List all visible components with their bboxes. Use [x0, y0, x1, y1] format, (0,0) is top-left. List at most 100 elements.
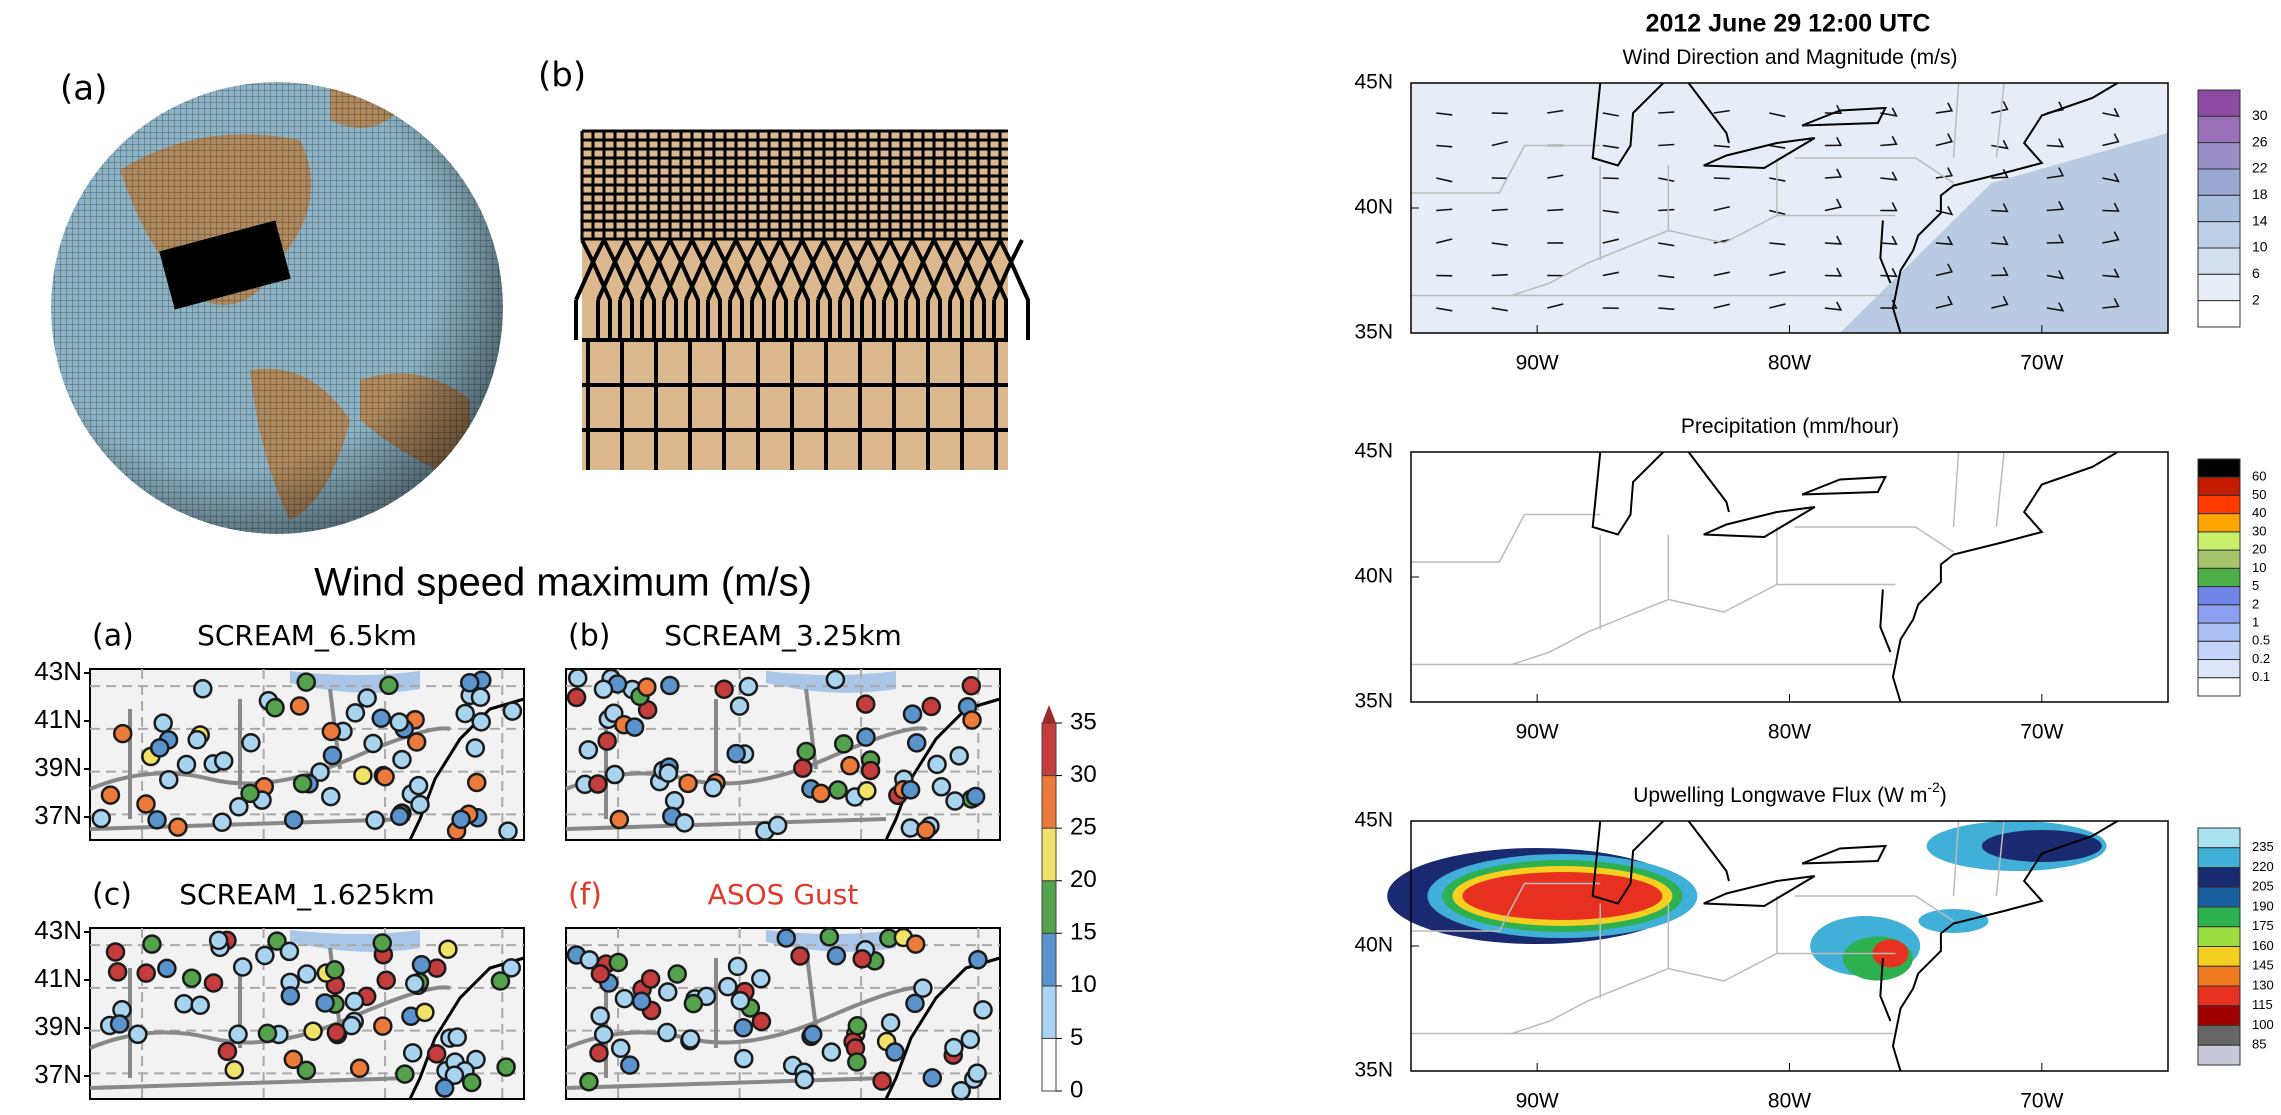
station	[969, 1065, 986, 1082]
colorbar-label: 20	[1070, 866, 1097, 893]
colorbar-box	[2198, 550, 2240, 568]
lon-tick-label: 90W	[1516, 721, 1559, 744]
colorbar-label: 2	[2252, 291, 2260, 307]
station	[149, 811, 166, 828]
lat-tick-label: 40N	[1354, 196, 1393, 219]
colorbar-box	[2198, 927, 2240, 947]
station	[380, 677, 397, 694]
station	[882, 1014, 899, 1031]
wind-barb	[1658, 112, 1674, 113]
station	[828, 947, 845, 964]
station	[823, 1044, 840, 1061]
station	[155, 715, 172, 732]
colorbar-box	[2198, 1045, 2240, 1065]
station	[463, 1074, 480, 1091]
colorbar-label: 190	[2252, 898, 2274, 913]
colorbar-label: 5	[1070, 1024, 1083, 1051]
station	[705, 779, 722, 796]
colorbar-box	[2198, 660, 2240, 678]
colorbar-box	[2198, 907, 2240, 927]
flux-shading	[1462, 872, 1662, 920]
colorbar-label: 50	[2252, 487, 2266, 502]
colorbar-label: 14	[2252, 212, 2268, 228]
colorbar-label: 22	[2252, 160, 2268, 176]
station	[137, 795, 154, 812]
station	[406, 975, 423, 992]
colorbar-label: 220	[2252, 859, 2274, 874]
station	[857, 696, 874, 713]
lat-tick-label: 35N	[1354, 1059, 1393, 1082]
station	[114, 725, 131, 742]
colorbar-label: 35	[1070, 708, 1097, 735]
station	[285, 811, 302, 828]
station	[862, 762, 879, 779]
station	[732, 992, 749, 1009]
station	[298, 674, 315, 691]
panel-title: Wind Direction and Magnitude (m/s)	[1623, 46, 1958, 69]
station	[215, 752, 232, 769]
station	[111, 1015, 128, 1032]
station	[226, 1061, 243, 1078]
lat-tick-label: 43N	[34, 656, 82, 686]
colorbar-label: 160	[2252, 938, 2274, 953]
lat-tick-label: 40N	[1354, 565, 1393, 588]
station	[194, 680, 211, 697]
station	[453, 811, 470, 828]
colorbar-box	[2198, 248, 2240, 274]
station	[322, 788, 339, 805]
lat-tick-label: 37N	[34, 800, 82, 830]
station	[374, 935, 391, 952]
colorbar-box	[2198, 195, 2240, 221]
colorbar-box	[2198, 828, 2240, 848]
colorbar-label: 0	[1070, 1076, 1083, 1103]
colorbar-label: 60	[2252, 469, 2266, 484]
station	[902, 820, 919, 837]
station	[461, 674, 478, 691]
station	[569, 669, 586, 686]
station	[752, 970, 769, 987]
station	[796, 1071, 813, 1088]
station	[581, 951, 598, 968]
station	[682, 1030, 699, 1047]
colorbar-label: 6	[2252, 265, 2260, 281]
colorbar-box	[2198, 605, 2240, 623]
lon-tick-label: 90W	[1516, 352, 1559, 375]
station	[924, 1069, 941, 1086]
station	[498, 1059, 515, 1076]
panel-label: (c)	[92, 878, 132, 913]
station	[242, 734, 259, 751]
colorbar-extend	[1042, 705, 1056, 723]
station	[267, 699, 284, 716]
wind-maps: (a)SCREAM_6.5km43N41N39N37N(b)SCREAM_3.2…	[34, 619, 1000, 1100]
station	[472, 689, 489, 706]
lat-tick-label: 45N	[1354, 440, 1393, 463]
station	[413, 956, 430, 973]
station	[305, 1023, 322, 1040]
station	[351, 1060, 368, 1077]
station	[964, 711, 981, 728]
lon-tick-label: 80W	[1768, 352, 1811, 375]
forecast-panels: Wind Direction and Magnitude (m/s) 45N 40N…	[1354, 46, 2273, 1113]
station	[492, 973, 509, 990]
panel-name: SCREAM_3.25km	[664, 619, 902, 652]
colorbar-label: 10	[2252, 560, 2266, 575]
panel-title-text: Wind Direction and Magnitude (m/s)	[1623, 46, 1958, 69]
figure-title: 2012 June 29 12:00 UTC	[1646, 10, 1931, 38]
station	[659, 984, 676, 1001]
station	[138, 965, 155, 982]
panel-title-text: Precipitation (mm/hour)	[1681, 415, 1899, 438]
station	[610, 954, 627, 971]
station	[151, 739, 168, 756]
station	[183, 970, 200, 987]
panel-label: (a)	[92, 619, 134, 654]
station	[365, 735, 382, 752]
colorbar-box	[2198, 116, 2240, 142]
station	[735, 1050, 752, 1067]
station	[769, 817, 786, 834]
colorbar-box	[2198, 848, 2240, 868]
station	[468, 774, 485, 791]
colorbar-box	[1042, 828, 1056, 881]
panel-label: (b)	[538, 56, 586, 96]
station	[611, 811, 628, 828]
